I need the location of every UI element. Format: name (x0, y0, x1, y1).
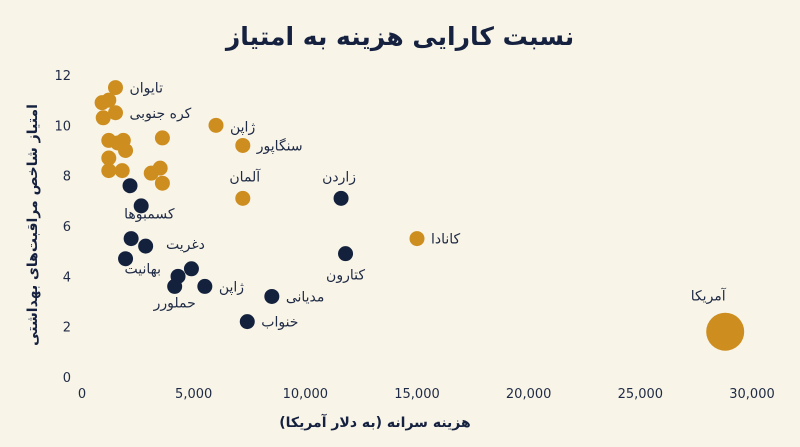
data-point (197, 278, 213, 294)
point-label: کتارون (326, 268, 365, 284)
y-axis-title: امتیاز شاخص مراقبت‌های بهداشتی (25, 104, 41, 346)
data-point (208, 117, 224, 133)
point-label: ژاپن (219, 279, 244, 295)
data-point (264, 288, 280, 304)
point-label: سنگاپور (256, 137, 303, 154)
data-point (338, 246, 354, 262)
data-point (122, 178, 138, 194)
data-point (101, 163, 117, 179)
data-point (333, 190, 349, 206)
y-tick-label: 2 (63, 321, 71, 336)
point-label: زاردن (322, 169, 356, 185)
data-point (138, 238, 154, 254)
data-point (101, 150, 117, 166)
point-label: کره جنوبی (130, 106, 192, 122)
y-tick-label: 12 (54, 69, 71, 84)
data-point (95, 110, 111, 126)
data-point (94, 95, 110, 111)
y-tick-label: 8 (63, 170, 71, 185)
point-label: حملورر (153, 295, 196, 311)
x-tick-label: 15,000 (394, 387, 440, 402)
point-label: مدیانی (286, 289, 325, 305)
y-tick-label: 4 (63, 270, 71, 285)
point-label: کانادا (431, 232, 461, 248)
x-tick-label: 30,000 (729, 387, 775, 402)
point-label: بهانیت (125, 261, 161, 277)
data-points (94, 80, 745, 351)
x-tick-label: 10,000 (283, 387, 329, 402)
data-point (108, 80, 123, 96)
data-point (409, 231, 425, 247)
point-label: خنواب (261, 315, 298, 331)
data-point (123, 231, 139, 247)
x-tick-label: 5,000 (175, 387, 212, 402)
x-tick-label: 25,000 (618, 387, 664, 402)
x-tick-label: 20,000 (506, 387, 552, 402)
x-axis-ticks: 0 5,000 10,000 15,000 20,000 25,000 30,000 (78, 387, 775, 402)
data-point (118, 251, 134, 267)
x-tick-label: 0 (78, 387, 86, 402)
point-label: ژاپن (230, 119, 255, 135)
data-point (183, 261, 199, 277)
data-point (154, 130, 170, 146)
data-point (235, 137, 251, 153)
data-point (167, 278, 183, 294)
data-point (108, 105, 123, 121)
y-tick-label: 10 (54, 119, 71, 134)
x-axis-title: هزینه سرانه (به دلار آمریکا) (279, 413, 470, 431)
data-point (706, 312, 745, 351)
data-point (133, 198, 149, 214)
data-point (143, 165, 159, 181)
point-label: تایوان (130, 81, 164, 97)
point-label: کسمبوها (124, 207, 175, 223)
data-point (114, 163, 130, 179)
point-label: آلمان (229, 168, 261, 185)
point-label: آمریکا (691, 288, 727, 305)
point-label: دغریت (166, 237, 205, 253)
y-axis-ticks: 0 2 4 6 8 10 12 (54, 69, 71, 386)
data-point (118, 143, 134, 158)
data-point (239, 314, 255, 330)
y-tick-label: 0 (63, 371, 71, 386)
chart-title: نسبت کارایی هزینه به امتیاز (224, 22, 574, 52)
data-point (235, 190, 251, 206)
data-point (154, 175, 170, 191)
y-tick-label: 6 (63, 220, 71, 235)
